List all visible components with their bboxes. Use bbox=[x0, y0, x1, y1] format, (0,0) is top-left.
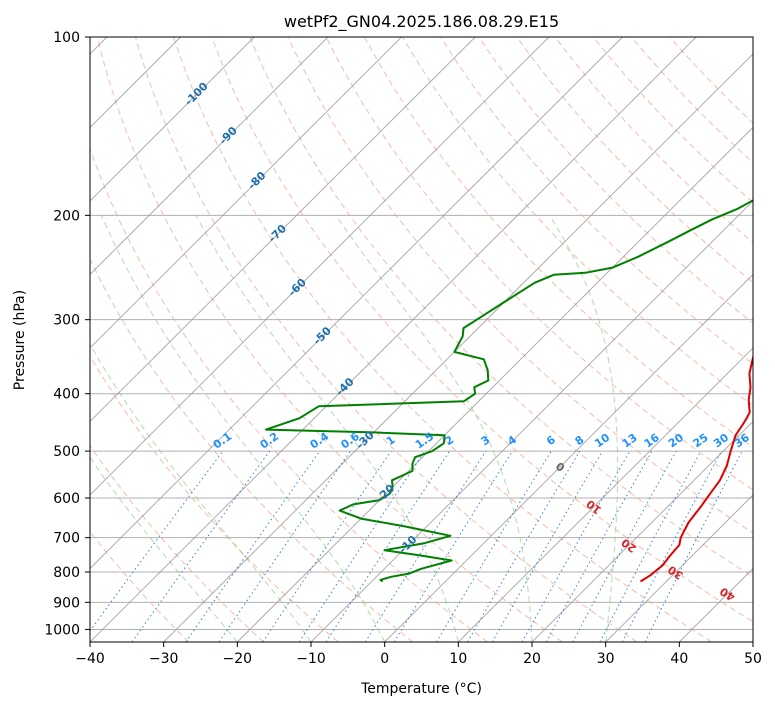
dry-adiabat-line bbox=[90, 258, 414, 642]
y-tick-label: 300 bbox=[53, 313, 80, 329]
sounding-profiles bbox=[265, 199, 753, 583]
dry-adiabat-line bbox=[249, 37, 753, 578]
y-tick-label: 800 bbox=[53, 565, 80, 581]
y-tick-label: 900 bbox=[53, 595, 80, 611]
isotherm-line bbox=[457, 347, 753, 642]
x-tick-label: 0 bbox=[380, 651, 389, 667]
chart-title: wetPf2_GN04.2025.186.08.29.E15 bbox=[284, 12, 559, 32]
x-tick-label: 30 bbox=[597, 651, 615, 667]
x-tick-label: 40 bbox=[670, 651, 688, 667]
mixing-ratio-lines bbox=[90, 450, 743, 642]
x-tick-label: −40 bbox=[75, 651, 105, 667]
x-axis-ticks: −40 −30 −20 −10 0 10 20 30 40 50 bbox=[75, 642, 762, 667]
dry-adiabat-line bbox=[631, 37, 753, 164]
isotherm-line bbox=[90, 37, 697, 642]
x-tick-label: 50 bbox=[744, 651, 762, 667]
isotherm-line bbox=[90, 37, 329, 276]
isotherm-line bbox=[531, 420, 753, 642]
x-tick-label: −10 bbox=[296, 651, 326, 667]
moist-adiabat-line bbox=[549, 215, 619, 642]
isotherm-line bbox=[163, 53, 753, 642]
y-axis-ticks: 100 200 300 400 500 600 700 800 900 1000 bbox=[44, 30, 90, 638]
y-tick-label: 600 bbox=[53, 491, 80, 507]
mixing-ratio-line bbox=[521, 450, 631, 642]
dry-adiabat-line bbox=[173, 37, 712, 642]
x-tick-label: −20 bbox=[223, 651, 253, 667]
x-tick-label: 10 bbox=[449, 651, 467, 667]
mixing-ratio-line bbox=[364, 450, 487, 642]
y-tick-label: 1000 bbox=[44, 622, 80, 638]
y-axis-label: Pressure (hPa) bbox=[12, 290, 28, 390]
dry-adiabat-line bbox=[325, 37, 753, 491]
mixing-ratio-line bbox=[185, 450, 321, 642]
isotherm-line bbox=[90, 37, 550, 496]
mixing-ratio-line bbox=[467, 450, 581, 642]
isotherms bbox=[90, 37, 753, 642]
dry-adiabat-line bbox=[211, 37, 753, 623]
isotherm-line bbox=[90, 37, 623, 570]
x-tick-label: 20 bbox=[523, 651, 541, 667]
temperature-profile-line bbox=[639, 354, 753, 583]
y-tick-label: 500 bbox=[53, 444, 80, 460]
isotherm-line bbox=[605, 494, 753, 642]
x-axis-label: Temperature (°C) bbox=[360, 681, 482, 697]
dry-adiabat-line bbox=[134, 37, 638, 642]
isotherm-line bbox=[90, 37, 476, 423]
mixing-ratio-line bbox=[572, 450, 677, 642]
y-tick-label: 700 bbox=[53, 531, 80, 547]
mixing-ratio-line bbox=[545, 450, 653, 642]
mixing-ratio-line bbox=[325, 450, 451, 642]
moist-adiabat-line bbox=[90, 342, 312, 642]
mixing-ratio-line bbox=[298, 450, 426, 642]
dry-adiabat-line bbox=[287, 37, 753, 534]
y-tick-label: 200 bbox=[53, 208, 80, 224]
moist-adiabat-line bbox=[335, 215, 533, 642]
pressure-gridlines bbox=[90, 37, 753, 630]
dry-adiabat-line bbox=[402, 37, 753, 406]
dry-adiabat-line bbox=[592, 37, 753, 203]
x-tick-label: −30 bbox=[149, 651, 179, 667]
y-tick-label: 400 bbox=[53, 387, 80, 403]
dry-adiabat-line bbox=[478, 37, 753, 324]
moist-adiabat-line bbox=[90, 456, 238, 642]
mixing-ratio-line bbox=[435, 450, 552, 642]
mixing-ratio-line bbox=[90, 450, 224, 632]
y-tick-label: 100 bbox=[53, 30, 80, 46]
mixing-ratio-line bbox=[131, 450, 271, 642]
dewpoint-profile-line bbox=[265, 199, 753, 583]
isotherm-line bbox=[236, 126, 753, 642]
moist-adiabat-line bbox=[195, 215, 459, 642]
dry-adiabat-line bbox=[90, 444, 264, 642]
isotherm-line bbox=[384, 273, 753, 642]
isotherm-line bbox=[90, 37, 402, 349]
moist-adiabat-line bbox=[100, 215, 386, 642]
isotherm-line bbox=[310, 200, 753, 642]
isotherm-line bbox=[90, 37, 255, 202]
plot-area: -100-90-80-70-60-50-40-30-20-10010203040… bbox=[90, 37, 753, 642]
plot-area-background bbox=[90, 37, 753, 642]
plot-frame bbox=[89, 36, 754, 643]
mixing-ratio-line bbox=[491, 450, 603, 642]
mixing-ratio-line bbox=[393, 450, 513, 642]
dry-adiabat-line bbox=[516, 37, 753, 284]
moist-adiabats bbox=[90, 215, 619, 642]
